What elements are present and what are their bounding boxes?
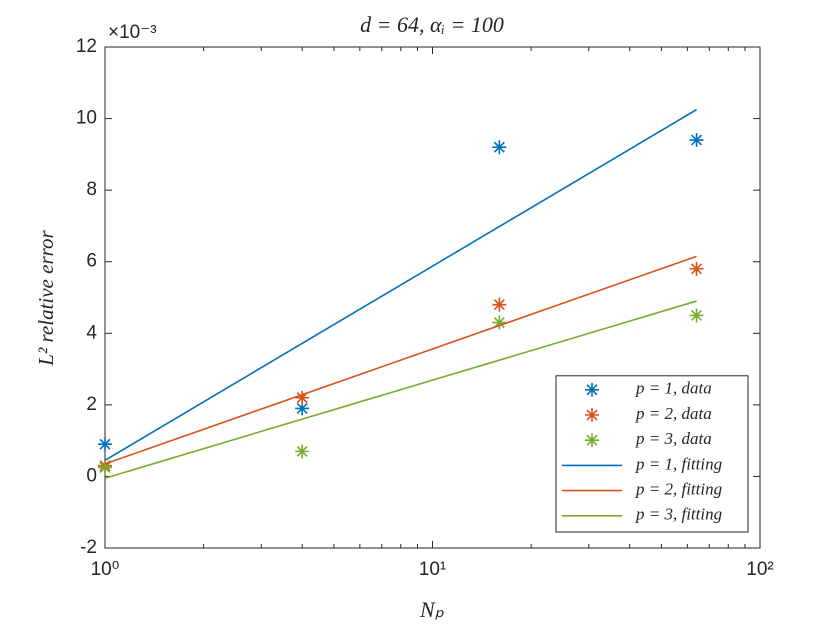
data-point xyxy=(689,308,704,323)
fit-line xyxy=(104,300,697,479)
data-point xyxy=(295,444,310,459)
y-tick-label: -2 xyxy=(80,537,97,558)
legend-marker xyxy=(585,382,599,397)
x-tick-label: 10¹ xyxy=(419,559,446,580)
fit-line xyxy=(104,255,697,465)
data-point xyxy=(492,140,507,155)
legend: p = 1, data p = 2, data p = 3, data p = 1, … xyxy=(555,375,749,533)
legend-label: p = 2, fitting xyxy=(635,480,722,499)
y-axis-label: L² relative error xyxy=(34,229,58,366)
legend-label: p = 3, data xyxy=(635,429,712,448)
legend-label: p = 1, data xyxy=(635,379,712,398)
data-point xyxy=(689,133,704,148)
y-tick-label: 6 xyxy=(86,251,97,272)
chart-title: d = 64, αᵢ = 100 xyxy=(360,12,504,37)
data-point xyxy=(492,297,507,312)
legend-marker xyxy=(585,433,599,448)
y-tick-label: 12 xyxy=(76,36,97,57)
y-tick-label: 10 xyxy=(76,108,97,129)
y-tick-label: 2 xyxy=(86,394,97,415)
legend-marker xyxy=(585,408,599,422)
data-point xyxy=(295,390,310,405)
x-tick-label: 10² xyxy=(746,559,773,580)
data-point xyxy=(98,437,112,452)
legend-label: p = 1, fitting xyxy=(635,454,722,473)
legend-label: p = 3, fitting xyxy=(635,505,722,524)
legend-box xyxy=(555,375,749,533)
y-tick-label: 0 xyxy=(86,465,97,486)
x-tick-label: 10⁰ xyxy=(91,559,120,580)
y-tick-label: 4 xyxy=(86,322,97,343)
x-axis-label: Nₚ xyxy=(419,597,445,622)
fit-line xyxy=(104,108,697,462)
legend-label: p = 2, data xyxy=(635,404,712,423)
data-point xyxy=(492,315,507,330)
data-point xyxy=(98,460,112,475)
data-point xyxy=(689,261,704,276)
data-point xyxy=(295,401,310,416)
y-exponent: ×10⁻³ xyxy=(108,22,157,43)
y-tick-label: 8 xyxy=(86,179,97,200)
